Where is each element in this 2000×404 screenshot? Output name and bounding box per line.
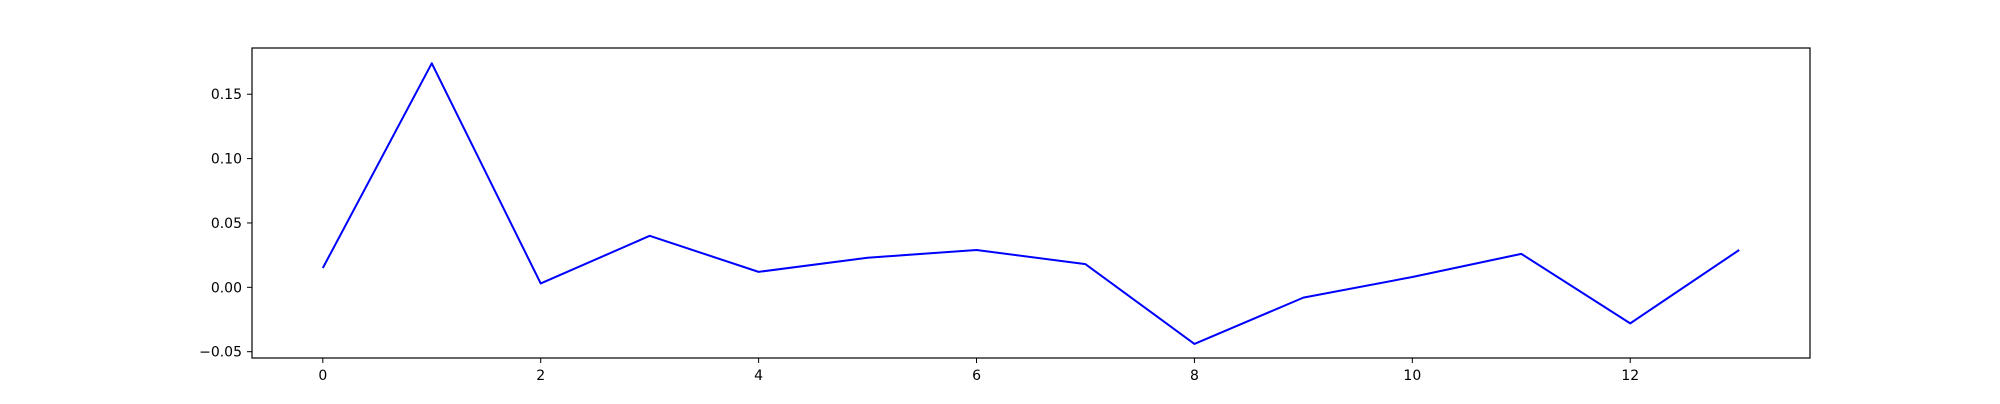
- y-tick-label: 0.10: [211, 152, 242, 168]
- x-tick-label: 6: [972, 368, 981, 384]
- x-tick-label: 4: [754, 368, 763, 384]
- series-layer: [321, 62, 1740, 345]
- y-axis: −0.05 0.00 0.05 0.10 0.15: [199, 87, 252, 361]
- x-tick-label: 12: [1621, 368, 1639, 384]
- x-tick-label: 2: [536, 368, 545, 384]
- series-line: [321, 62, 1740, 345]
- plot-frame: [251, 47, 1811, 359]
- x-axis: 0 2 4 6 8 10 12: [318, 358, 1639, 384]
- x-tick-label: 0: [318, 368, 327, 384]
- x-tick-label: 8: [1190, 368, 1199, 384]
- y-tick-label: 0.05: [211, 216, 242, 232]
- y-tick-label: −0.05: [199, 345, 242, 361]
- y-tick-label: 0.00: [211, 280, 242, 296]
- y-tick-label: 0.15: [211, 87, 242, 103]
- x-tick-label: 10: [1403, 368, 1421, 384]
